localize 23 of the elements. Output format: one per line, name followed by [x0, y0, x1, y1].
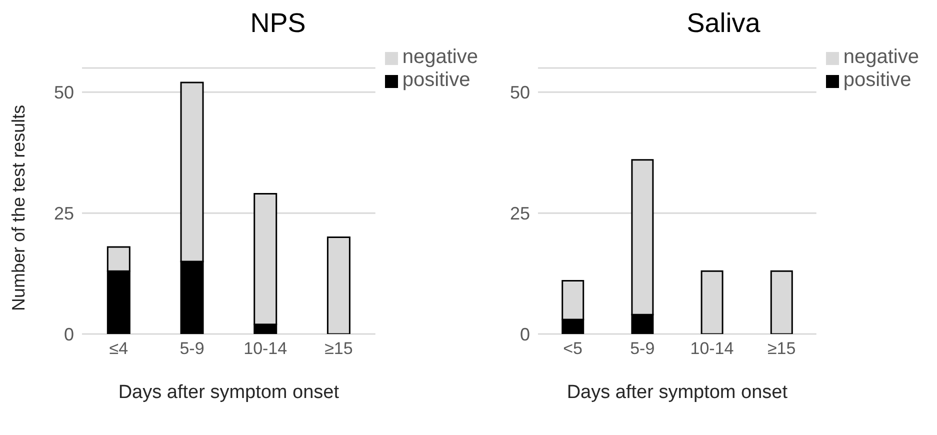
- legend-label: negative: [402, 46, 478, 68]
- chart-title: Saliva: [686, 8, 760, 38]
- legend-label: positive: [843, 69, 912, 91]
- y-tick-label: 25: [54, 203, 74, 224]
- chart-title: NPS: [250, 8, 306, 38]
- x-tick-label: ≤4: [109, 339, 128, 358]
- x-tick-label: 10-14: [244, 339, 288, 358]
- x-tick-label: ≥15: [767, 339, 796, 358]
- y-tick-label: 0: [520, 324, 530, 344]
- legend-label: positive: [402, 69, 470, 91]
- x-tick-label: <5: [563, 339, 582, 358]
- x-tick-label: ≥15: [324, 339, 353, 358]
- x-tick-label: 5-9: [180, 339, 204, 358]
- y-tick-label: 0: [64, 324, 74, 344]
- x-axis-title: Days after symptom onset: [118, 382, 340, 403]
- legend-label: negative: [843, 46, 919, 68]
- y-tick-label: 50: [510, 82, 530, 103]
- y-axis-title: Number of the test results: [8, 104, 28, 311]
- x-axis-title: Days after symptom onset: [566, 382, 788, 403]
- y-tick-label: 50: [54, 82, 74, 103]
- x-tick-label: 10-14: [690, 339, 734, 358]
- x-tick-label: 5-9: [630, 339, 655, 358]
- y-tick-label: 25: [510, 203, 530, 224]
